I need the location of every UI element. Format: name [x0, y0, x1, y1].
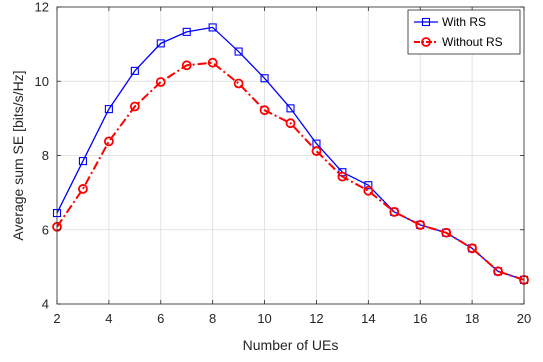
legend: With RS Without RS	[407, 9, 521, 55]
data-point	[207, 57, 218, 68]
data-point	[103, 136, 114, 147]
y-axis-label: Average sum SE [bits/s/Hz]	[10, 70, 26, 240]
data-point	[78, 184, 88, 194]
x-tick-label: 20	[517, 311, 531, 326]
y-tick-label: 6	[42, 222, 49, 237]
data-point	[259, 105, 270, 116]
legend-marker	[421, 37, 431, 47]
x-tick-label: 2	[53, 311, 60, 326]
series-line	[56, 61, 525, 281]
data-point	[493, 266, 503, 277]
data-point	[467, 243, 478, 254]
data-point	[129, 101, 140, 112]
y-tick-label: 4	[42, 297, 49, 312]
data-point	[233, 78, 244, 89]
data-point	[208, 23, 217, 32]
data-point	[260, 74, 269, 83]
x-tick-label: 8	[209, 311, 216, 326]
x-tick-label: 6	[157, 311, 164, 326]
y-tick-label: 12	[35, 0, 49, 15]
x-axis: 2 4 6 8 10 12 14 16 18 20	[53, 7, 531, 326]
x-tick-label: 12	[309, 311, 323, 326]
data-point	[78, 157, 87, 166]
data-point	[311, 146, 322, 156]
x-tick-label: 16	[413, 311, 427, 326]
data-point	[337, 171, 348, 182]
data-point	[364, 181, 373, 190]
data-point	[182, 27, 191, 36]
data-point	[181, 60, 192, 71]
y-tick-label: 10	[35, 74, 49, 89]
legend-marker	[421, 17, 431, 27]
x-tick-label: 4	[105, 311, 112, 326]
series-layer	[52, 23, 529, 285]
legend-item: With RS	[414, 15, 486, 29]
x-tick-label: 10	[257, 311, 271, 326]
data-point	[285, 118, 296, 129]
x-axis-label: Number of UEs	[243, 337, 339, 353]
legend-item: Without RS	[414, 35, 503, 49]
data-point	[155, 77, 166, 87]
y-axis: 4 6 8 10 12	[35, 0, 524, 312]
data-point	[286, 104, 295, 113]
data-point	[234, 47, 243, 56]
legend-label: Without RS	[442, 35, 503, 49]
data-point	[363, 185, 374, 196]
y-tick-label: 8	[42, 148, 49, 163]
data-point	[130, 66, 139, 75]
legend-label: With RS	[442, 15, 486, 29]
data-point	[389, 207, 400, 217]
data-point	[441, 227, 452, 238]
data-point	[104, 105, 113, 114]
x-tick-label: 18	[465, 311, 479, 326]
data-point	[415, 220, 426, 230]
data-point	[156, 39, 165, 48]
x-tick-label: 14	[361, 311, 375, 326]
